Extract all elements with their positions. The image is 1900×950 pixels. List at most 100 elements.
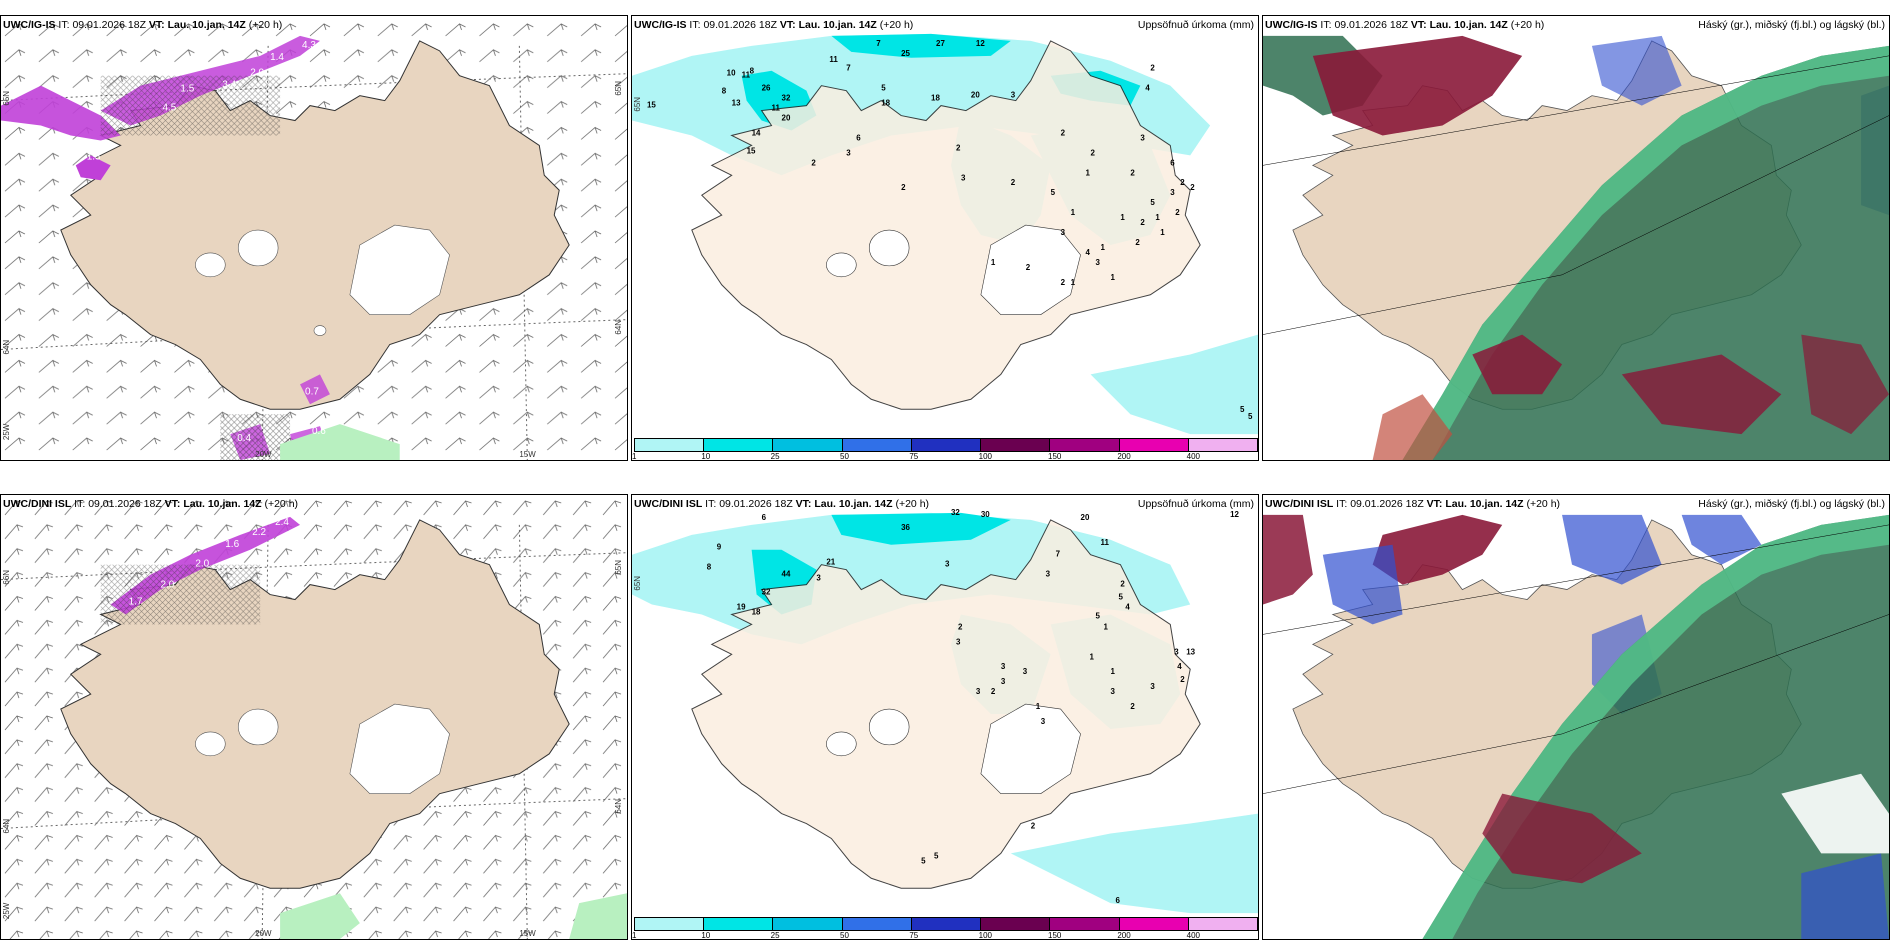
colorbar-tick: 50: [840, 452, 849, 461]
gust-value: 2.0: [195, 559, 209, 570]
lat-label: 65N: [614, 81, 623, 96]
lat-label: 65N: [633, 97, 642, 112]
gust-value: 1.5: [180, 84, 194, 95]
precip-value: 6: [762, 513, 767, 522]
colorbar-cell: [773, 439, 843, 451]
precip-value: 14: [752, 128, 761, 137]
lat-label: 64N: [2, 340, 11, 355]
precip-value: 1: [1090, 652, 1095, 661]
precip-value: 3: [1170, 188, 1175, 197]
precip-value: 5: [1051, 188, 1056, 197]
gust-value: 1.3: [87, 151, 101, 162]
colorbar-tick: 400: [1186, 452, 1201, 461]
colorbar-cell: [704, 439, 774, 451]
precip-value: 2: [1135, 238, 1140, 247]
precip-value: 5: [1248, 412, 1253, 421]
precip-value: 2: [1061, 278, 1066, 287]
precip-value: 27: [936, 39, 945, 48]
colorbar-tick: 75: [909, 931, 919, 940]
precip-value: 18: [931, 94, 940, 103]
precip-value: 2: [1150, 64, 1155, 73]
precip-value: 3: [1150, 682, 1155, 691]
precip-value: 1: [1036, 702, 1041, 711]
precip-value: 20: [782, 114, 791, 123]
colorbar-cell: [635, 439, 705, 451]
lat-label: 64N: [2, 819, 11, 834]
precip-value: 2: [958, 622, 963, 631]
precip-value: 18: [881, 99, 890, 108]
colorbar-cell: [842, 439, 912, 451]
precip-value: 1: [1071, 278, 1076, 287]
precip-value: 25: [901, 49, 910, 58]
colorbar-cell: [635, 918, 705, 930]
colorbar-tick: 10: [701, 452, 711, 461]
precip-value: 1: [1101, 243, 1106, 252]
precip-value: 2: [1180, 178, 1185, 187]
colorbar-tick: 100: [978, 452, 993, 461]
precip-panel-top: UWC/IG-IS IT: 09.01.2026 18Z VT: Lau. 10…: [631, 15, 1259, 461]
precip-value: 1: [1086, 168, 1091, 177]
panel-header: UWC/DINI ISL IT: 09.01.2026 18Z VT: Lau.…: [3, 498, 299, 510]
colorbar-cell: [981, 918, 1051, 930]
cloud-map-bottom: [1263, 495, 1889, 939]
precip-value: 2: [1140, 218, 1145, 227]
precip-value: 11: [742, 71, 751, 80]
precip-value: 15: [747, 146, 756, 155]
gust-value: 3.4: [222, 80, 236, 91]
colorbar-cell: [911, 918, 982, 930]
precip-value: 3: [945, 560, 950, 569]
precip-value: 1: [991, 258, 996, 267]
gust-value: 1.7: [129, 597, 143, 608]
precip-value: 1: [1155, 213, 1160, 222]
lat-label: 66N: [2, 570, 11, 585]
precip-value: 2: [1175, 208, 1180, 217]
colorbar-tick: 25: [770, 931, 780, 940]
lon-label: 20W: [255, 450, 272, 459]
lon-label: 25W: [2, 423, 11, 440]
precip-value: 7: [1056, 550, 1061, 559]
precip-value: 6: [1115, 896, 1120, 905]
precip-value: 1: [1103, 622, 1108, 631]
precip-value: 5: [934, 851, 939, 860]
precip-value: 10: [727, 69, 736, 78]
colorbar-tick: 400: [1186, 931, 1201, 940]
precip-value: 3: [961, 173, 966, 182]
precip-value: 6: [856, 133, 861, 142]
colorbar-cell: [1119, 439, 1189, 451]
precip-value: 1: [1110, 273, 1115, 282]
colorbar-tick: 150: [1048, 931, 1062, 940]
precip-value: 15: [647, 101, 656, 110]
precip-value: 36: [901, 523, 910, 532]
colorbar-cell: [981, 439, 1051, 451]
precip-value: 3: [1110, 687, 1115, 696]
precip-value: 18: [752, 607, 761, 616]
precip-value: 4: [1125, 602, 1130, 611]
precip-value: 2: [1180, 675, 1185, 684]
colorbar-cell: [1188, 439, 1257, 451]
precip-value: 8: [750, 67, 755, 76]
colorbar-cell: [773, 918, 843, 930]
precip-value: 11: [829, 55, 838, 64]
colorbar-cell: [1188, 918, 1257, 930]
precip-value: 3: [1140, 133, 1145, 142]
precip-value: 3: [1096, 258, 1101, 267]
precip-value: 13: [732, 99, 741, 108]
precip-value: 3: [1041, 717, 1046, 726]
wind-panel-bottom: UWC/DINI ISL IT: 09.01.2026 18Z VT: Lau.…: [0, 494, 628, 940]
lat-label: 65N: [2, 91, 11, 106]
colorbar-tick: 200: [1117, 452, 1131, 461]
panel-header: UWC/DINI ISL IT: 09.01.2026 18Z VT: Lau.…: [1265, 498, 1561, 510]
precip-value: 2: [991, 687, 996, 696]
precip-value: 19: [737, 602, 746, 611]
gust-value: 2.4: [275, 517, 289, 528]
precip-value: 11: [1101, 538, 1110, 547]
gust-value: 1.4: [270, 52, 284, 63]
precip-value: 2: [1120, 580, 1125, 589]
precip-value: 1: [1120, 213, 1125, 222]
precip-panel-bottom: UWC/DINI ISL IT: 09.01.2026 18Z VT: Lau.…: [631, 494, 1259, 940]
precip-value: 3: [846, 148, 851, 157]
wind-panel-top: UWC/IG-IS IT: 09.01.2026 18Z VT: Lau. 10…: [0, 15, 628, 461]
